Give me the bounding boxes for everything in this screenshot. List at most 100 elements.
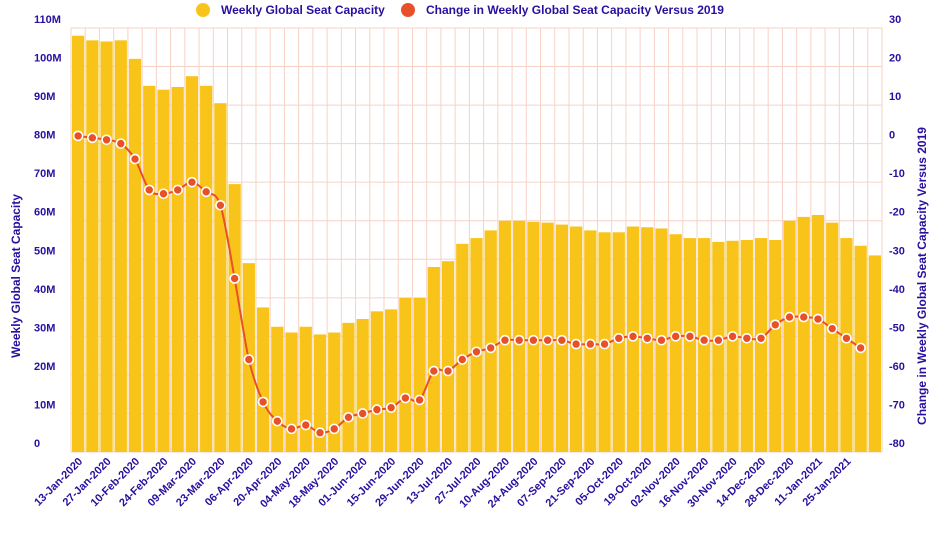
- x-tick-label: 13-Jan-2020: [32, 456, 85, 509]
- line-point: [528, 334, 539, 346]
- bar: [441, 261, 455, 452]
- bar: [114, 40, 127, 453]
- line-point: [215, 200, 226, 211]
- bar: [811, 214, 825, 452]
- y-right-tick-label: -70: [889, 399, 905, 411]
- line-point: [826, 323, 838, 334]
- bar: [72, 35, 85, 452]
- y-left-tick-label: 80M: [34, 130, 55, 142]
- line-point: [741, 332, 753, 344]
- line-point: [286, 423, 297, 435]
- bar: [712, 241, 725, 452]
- y-left-tick-label: 30M: [34, 322, 55, 334]
- bar: [669, 234, 682, 452]
- y-left-tick-label: 100M: [34, 53, 62, 65]
- y-right-tick-label: -10: [889, 168, 905, 180]
- bar: [228, 184, 241, 453]
- line-series: [72, 130, 866, 439]
- bar: [868, 255, 881, 452]
- y-right-tick-label: -40: [889, 284, 905, 296]
- line-point: [87, 132, 98, 144]
- y-left-tick-label: 20M: [34, 361, 55, 373]
- line-point: [272, 415, 283, 427]
- line-point: [371, 404, 383, 415]
- y-right-tick-label: -60: [889, 361, 905, 373]
- bar: [470, 238, 483, 452]
- line-point: [784, 311, 795, 323]
- y-right-tick-label: -80: [889, 438, 905, 450]
- line-point: [613, 332, 625, 344]
- bar: [456, 243, 469, 452]
- y-left-tick-label: 90M: [34, 91, 55, 103]
- bar: [826, 222, 839, 452]
- bar: [797, 216, 810, 452]
- bar: [783, 220, 796, 452]
- line-point: [471, 346, 482, 358]
- y-right-axis-title: Change in Weekly Global Seat Capacity Ve…: [915, 127, 929, 425]
- y-left-axis-title: Weekly Global Seat Capacity: [9, 194, 23, 358]
- bar: [256, 307, 270, 452]
- line-point: [755, 332, 767, 344]
- line-point: [798, 311, 810, 323]
- bar: [726, 240, 739, 452]
- line-point: [243, 354, 255, 365]
- legend: Weekly Global Seat Capacity Change in Wee…: [196, 3, 724, 17]
- line-point: [456, 354, 468, 365]
- y-left-tick-label: 0: [34, 438, 40, 450]
- y-right-tick-label: 30: [889, 14, 901, 26]
- line-point: [343, 412, 354, 423]
- line-point: [841, 332, 852, 344]
- line-point: [400, 392, 411, 404]
- line-point: [641, 332, 653, 344]
- y-left-tick-label: 70M: [34, 168, 55, 180]
- line-point: [200, 186, 212, 198]
- bar: [271, 326, 284, 452]
- line-point: [585, 338, 596, 350]
- bar: [342, 322, 355, 452]
- line-point: [143, 184, 155, 196]
- bar: [285, 332, 298, 452]
- line-point: [656, 334, 667, 346]
- line-point: [229, 273, 240, 284]
- bar: [328, 332, 341, 452]
- line-point: [314, 427, 326, 439]
- line-point: [513, 334, 525, 346]
- bar: [769, 240, 782, 452]
- line-point: [556, 334, 568, 346]
- line-point: [385, 402, 397, 413]
- bar: [356, 319, 369, 452]
- line-point: [684, 331, 696, 342]
- bar: [385, 309, 398, 452]
- bar: [200, 85, 213, 453]
- legend-label-capacity: Weekly Global Seat Capacity: [221, 3, 385, 17]
- bar: [86, 40, 99, 453]
- line-point: [542, 334, 553, 346]
- line-point: [812, 313, 824, 325]
- y-right-tick-label: 0: [889, 130, 895, 142]
- y-right-tick-label: -20: [889, 207, 905, 219]
- y-right-tick-label: 10: [889, 91, 901, 103]
- line-point: [328, 423, 340, 435]
- bar: [370, 311, 384, 452]
- line-point: [158, 188, 169, 200]
- bar: [399, 297, 412, 452]
- y-left-tick-label: 40M: [34, 284, 55, 296]
- line-point: [627, 331, 639, 342]
- y-left-tick-label: 60M: [34, 207, 55, 219]
- bar: [754, 238, 768, 452]
- line-point: [727, 331, 738, 342]
- line-point: [414, 394, 425, 406]
- line-point: [357, 408, 368, 419]
- bar: [484, 230, 497, 452]
- line-point: [129, 153, 141, 165]
- bar: [214, 103, 227, 452]
- y-right-tick-label: -50: [889, 322, 905, 334]
- bar: [299, 326, 312, 452]
- line-point: [101, 134, 112, 146]
- line-point: [442, 365, 454, 377]
- line-point: [599, 338, 610, 350]
- bar: [185, 76, 199, 452]
- y-left-tick-label: 10M: [34, 399, 55, 411]
- line-point: [172, 184, 184, 196]
